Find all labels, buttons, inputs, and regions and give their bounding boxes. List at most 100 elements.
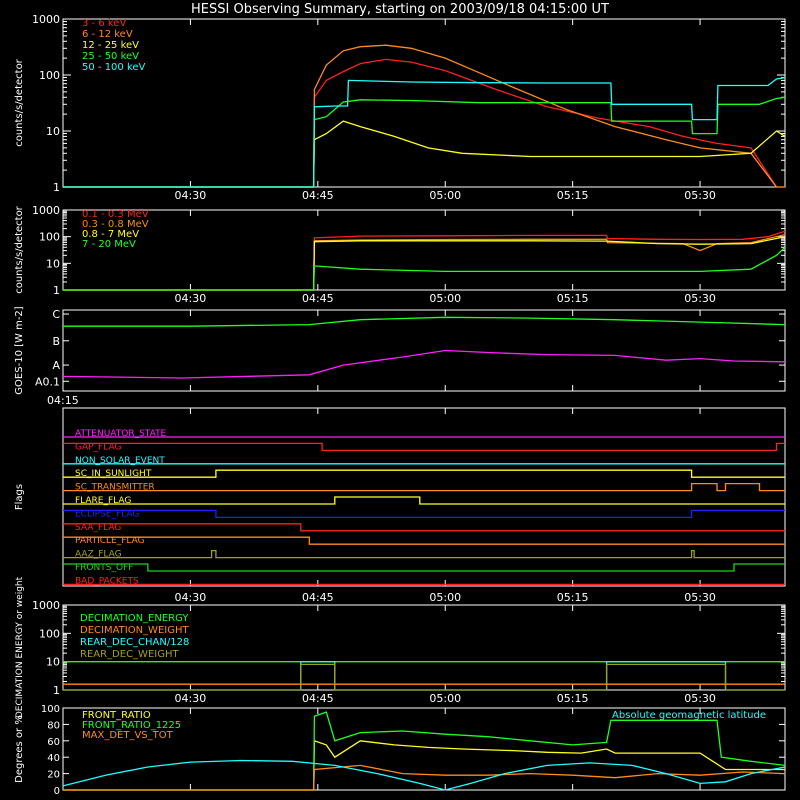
legend-entry: 25 - 50 keV — [82, 51, 139, 62]
y-axis-label: DECIMATION ENERGY or weight — [15, 576, 25, 718]
legend-entry: DECIMATION_WEIGHT — [80, 625, 189, 636]
y-axis-label: counts/s/detector — [14, 58, 25, 146]
legend-entry: FRONT_RATIO — [82, 710, 151, 721]
series-line — [63, 236, 786, 291]
flag-label: PARTICLE_FLAG — [75, 536, 145, 546]
series-line — [63, 764, 786, 791]
y-tick-label: 10 — [46, 125, 60, 138]
legend-entry: 12 - 25 keV — [82, 40, 139, 51]
legend-entry: REAR_DEC_CHAN/128 — [80, 637, 189, 648]
time-tick-label: 05:15 — [557, 692, 589, 705]
panel-frame — [62, 707, 786, 791]
panel-decimation: 04:3004:4505:0005:1505:3005:451101001000… — [15, 576, 786, 718]
panel-ratios: 0 20 40 60 80 100 Degrees or % FRONT_RATIOFRONT… — [14, 704, 786, 797]
legend-entry: MAX_DET_VS_TOT — [82, 730, 174, 741]
y-tick-label: 10 — [46, 257, 60, 270]
legend-entry: 0.8 - 7 MeV — [82, 229, 139, 240]
y-tick-label: 20 — [47, 770, 60, 781]
flag-line — [63, 536, 785, 545]
time-tick-label: 05:00 — [429, 591, 461, 604]
y-tick-label: 1 — [53, 684, 60, 697]
page-title: HESSI Observing Summary, starting on 200… — [191, 2, 609, 17]
y-tick-label: B — [52, 335, 60, 348]
time-tick-label: 04:30 — [175, 692, 207, 705]
flag-label: ATTENUATOR_STATE — [75, 429, 167, 439]
legend-entry: 50 - 100 keV — [82, 62, 146, 73]
y-tick-label: 100 — [41, 704, 60, 715]
time-tick-label: 04:45 — [302, 189, 334, 202]
y-tick-label: 1000 — [32, 599, 60, 612]
panel-goes: A0.1 AB C GOES-10 [W m-2] 04:15 — [14, 306, 786, 407]
y-tick-label: 1000 — [32, 13, 60, 26]
time-tick-label: 05:15 — [557, 292, 589, 305]
annotation-label: Absolute geomagnetic latitude — [612, 710, 766, 721]
panel-xray-rates: 04:3004:4505:0005:1505:3005:451101001000… — [14, 13, 786, 202]
time-tick-label: 05:30 — [684, 692, 716, 705]
series-line — [63, 76, 786, 188]
y-axis-label: Degrees or % — [14, 715, 25, 783]
legend-entry: 0.3 - 0.8 MeV — [82, 219, 149, 230]
series-line — [62, 349, 786, 379]
flag-line — [63, 442, 785, 452]
legend-entry: 7 - 20 MeV — [82, 239, 136, 250]
time-tick-label: 05:00 — [429, 292, 461, 305]
flag-label: GAP_FLAG — [75, 442, 121, 452]
y-tick-label: 1 — [53, 284, 60, 297]
legend-entry: REAR_DEC_WEIGHT — [80, 649, 179, 660]
y-tick-label: 100 — [39, 69, 60, 82]
flag-label: BAD_PACKETS — [75, 576, 139, 586]
time-tick-label: 04:30 — [175, 292, 207, 305]
time-tick-label: 05:30 — [684, 591, 716, 604]
flag-line — [63, 496, 785, 505]
legend-entry: 3 - 6 keV — [82, 18, 126, 29]
panel-gamma-rates: 04:3004:4505:0005:1505:3005:451101001000… — [14, 204, 786, 305]
time-tick-label: 05:15 — [557, 591, 589, 604]
flag-label: ECLIPSE_FLAG — [75, 509, 139, 519]
flag-line — [63, 523, 785, 532]
flag-line — [63, 482, 785, 492]
time-tick-label: 05:00 — [429, 692, 461, 705]
legend-entry: FRONT_RATIO_1225 — [82, 720, 181, 731]
time-tick-label: 04:45 — [302, 692, 334, 705]
flag-label: SAA_FLAG — [75, 523, 121, 533]
flag-label: FRONTS_OFF — [75, 563, 133, 573]
panel-frame — [62, 407, 786, 587]
y-tick-label: 1 — [53, 181, 60, 194]
time-tick-label: 04:30 — [175, 189, 207, 202]
series-line — [63, 58, 785, 188]
y-tick-label: 80 — [47, 720, 60, 731]
panel-flags: 04:3004:4505:0005:1505:3005:45FlagsATTEN… — [14, 407, 786, 604]
time-tick-label: 05:30 — [684, 292, 716, 305]
flag-line — [63, 549, 785, 559]
flag-label: SC_TRANSMITTER — [75, 483, 155, 493]
series-line — [63, 96, 786, 188]
y-tick-label: 100 — [39, 231, 60, 244]
flag-line — [63, 509, 785, 519]
series-line — [63, 316, 786, 327]
series-line — [63, 711, 786, 791]
y-axis-label: counts/s/detector — [14, 205, 25, 293]
plots-group: 04:3004:4505:0005:1505:3005:451101001000… — [14, 13, 786, 797]
flag-line — [63, 469, 785, 478]
time-tick-label: 04:45 — [302, 591, 334, 604]
legend-entry: DECIMATION_ENERGY — [80, 613, 189, 624]
y-tick-label: 0 — [54, 786, 60, 797]
y-tick-label: 40 — [47, 753, 60, 764]
y-tick-label: 10 — [46, 656, 60, 669]
flag-label: NON_SOLAR_EVENT — [75, 456, 165, 466]
time-tick-label: 04:30 — [175, 591, 207, 604]
series-line — [63, 739, 785, 791]
panel-frame — [62, 309, 786, 392]
y-tick-label: 1000 — [32, 204, 60, 217]
series-line — [63, 44, 785, 188]
flag-line — [63, 563, 785, 572]
flag-label: SC_IN_SUNLIGHT — [75, 469, 152, 479]
y-tick-label: C — [52, 308, 60, 321]
y-axis-label: Flags — [14, 484, 25, 510]
time-tick-label: 05:15 — [557, 189, 589, 202]
flag-label: FLARE_FLAG — [75, 496, 131, 506]
series-line — [63, 246, 786, 291]
panel-frame — [62, 18, 786, 188]
y-tick-label: 60 — [47, 737, 60, 748]
